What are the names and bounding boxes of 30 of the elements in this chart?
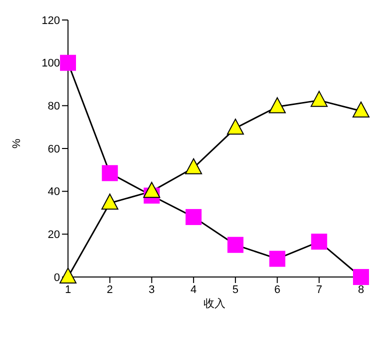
x-tick-label: 2	[106, 284, 113, 296]
y-tick-label: 120	[42, 14, 60, 27]
x-tick-label: 8	[358, 284, 364, 296]
y-tick-label: 0	[54, 272, 60, 284]
y-tick-label: 60	[48, 143, 60, 156]
x-axis-title: 收入	[204, 297, 226, 310]
x-tick-label: 4	[190, 284, 197, 296]
point	[268, 97, 286, 114]
point	[227, 236, 244, 253]
point	[353, 269, 369, 285]
point	[311, 234, 328, 250]
y-tick-label: 20	[48, 229, 60, 242]
x-tick-label: 6	[274, 284, 280, 296]
point	[310, 90, 328, 107]
x-tick-label: 5	[232, 284, 238, 296]
y-axis-title: %	[10, 138, 23, 148]
point	[269, 250, 286, 267]
point	[143, 182, 160, 198]
point	[226, 118, 244, 135]
point	[352, 102, 370, 118]
point	[102, 165, 118, 182]
point	[185, 158, 202, 174]
x-tick-label: 7	[316, 284, 322, 296]
x-tick-label: 3	[148, 284, 155, 296]
point	[186, 209, 202, 226]
y-tick-label: 100	[42, 58, 60, 70]
y-tick-label: 40	[48, 186, 60, 198]
point	[101, 194, 118, 210]
x-tick-label: 1	[64, 284, 72, 296]
y-tick-label: 80	[48, 100, 60, 113]
